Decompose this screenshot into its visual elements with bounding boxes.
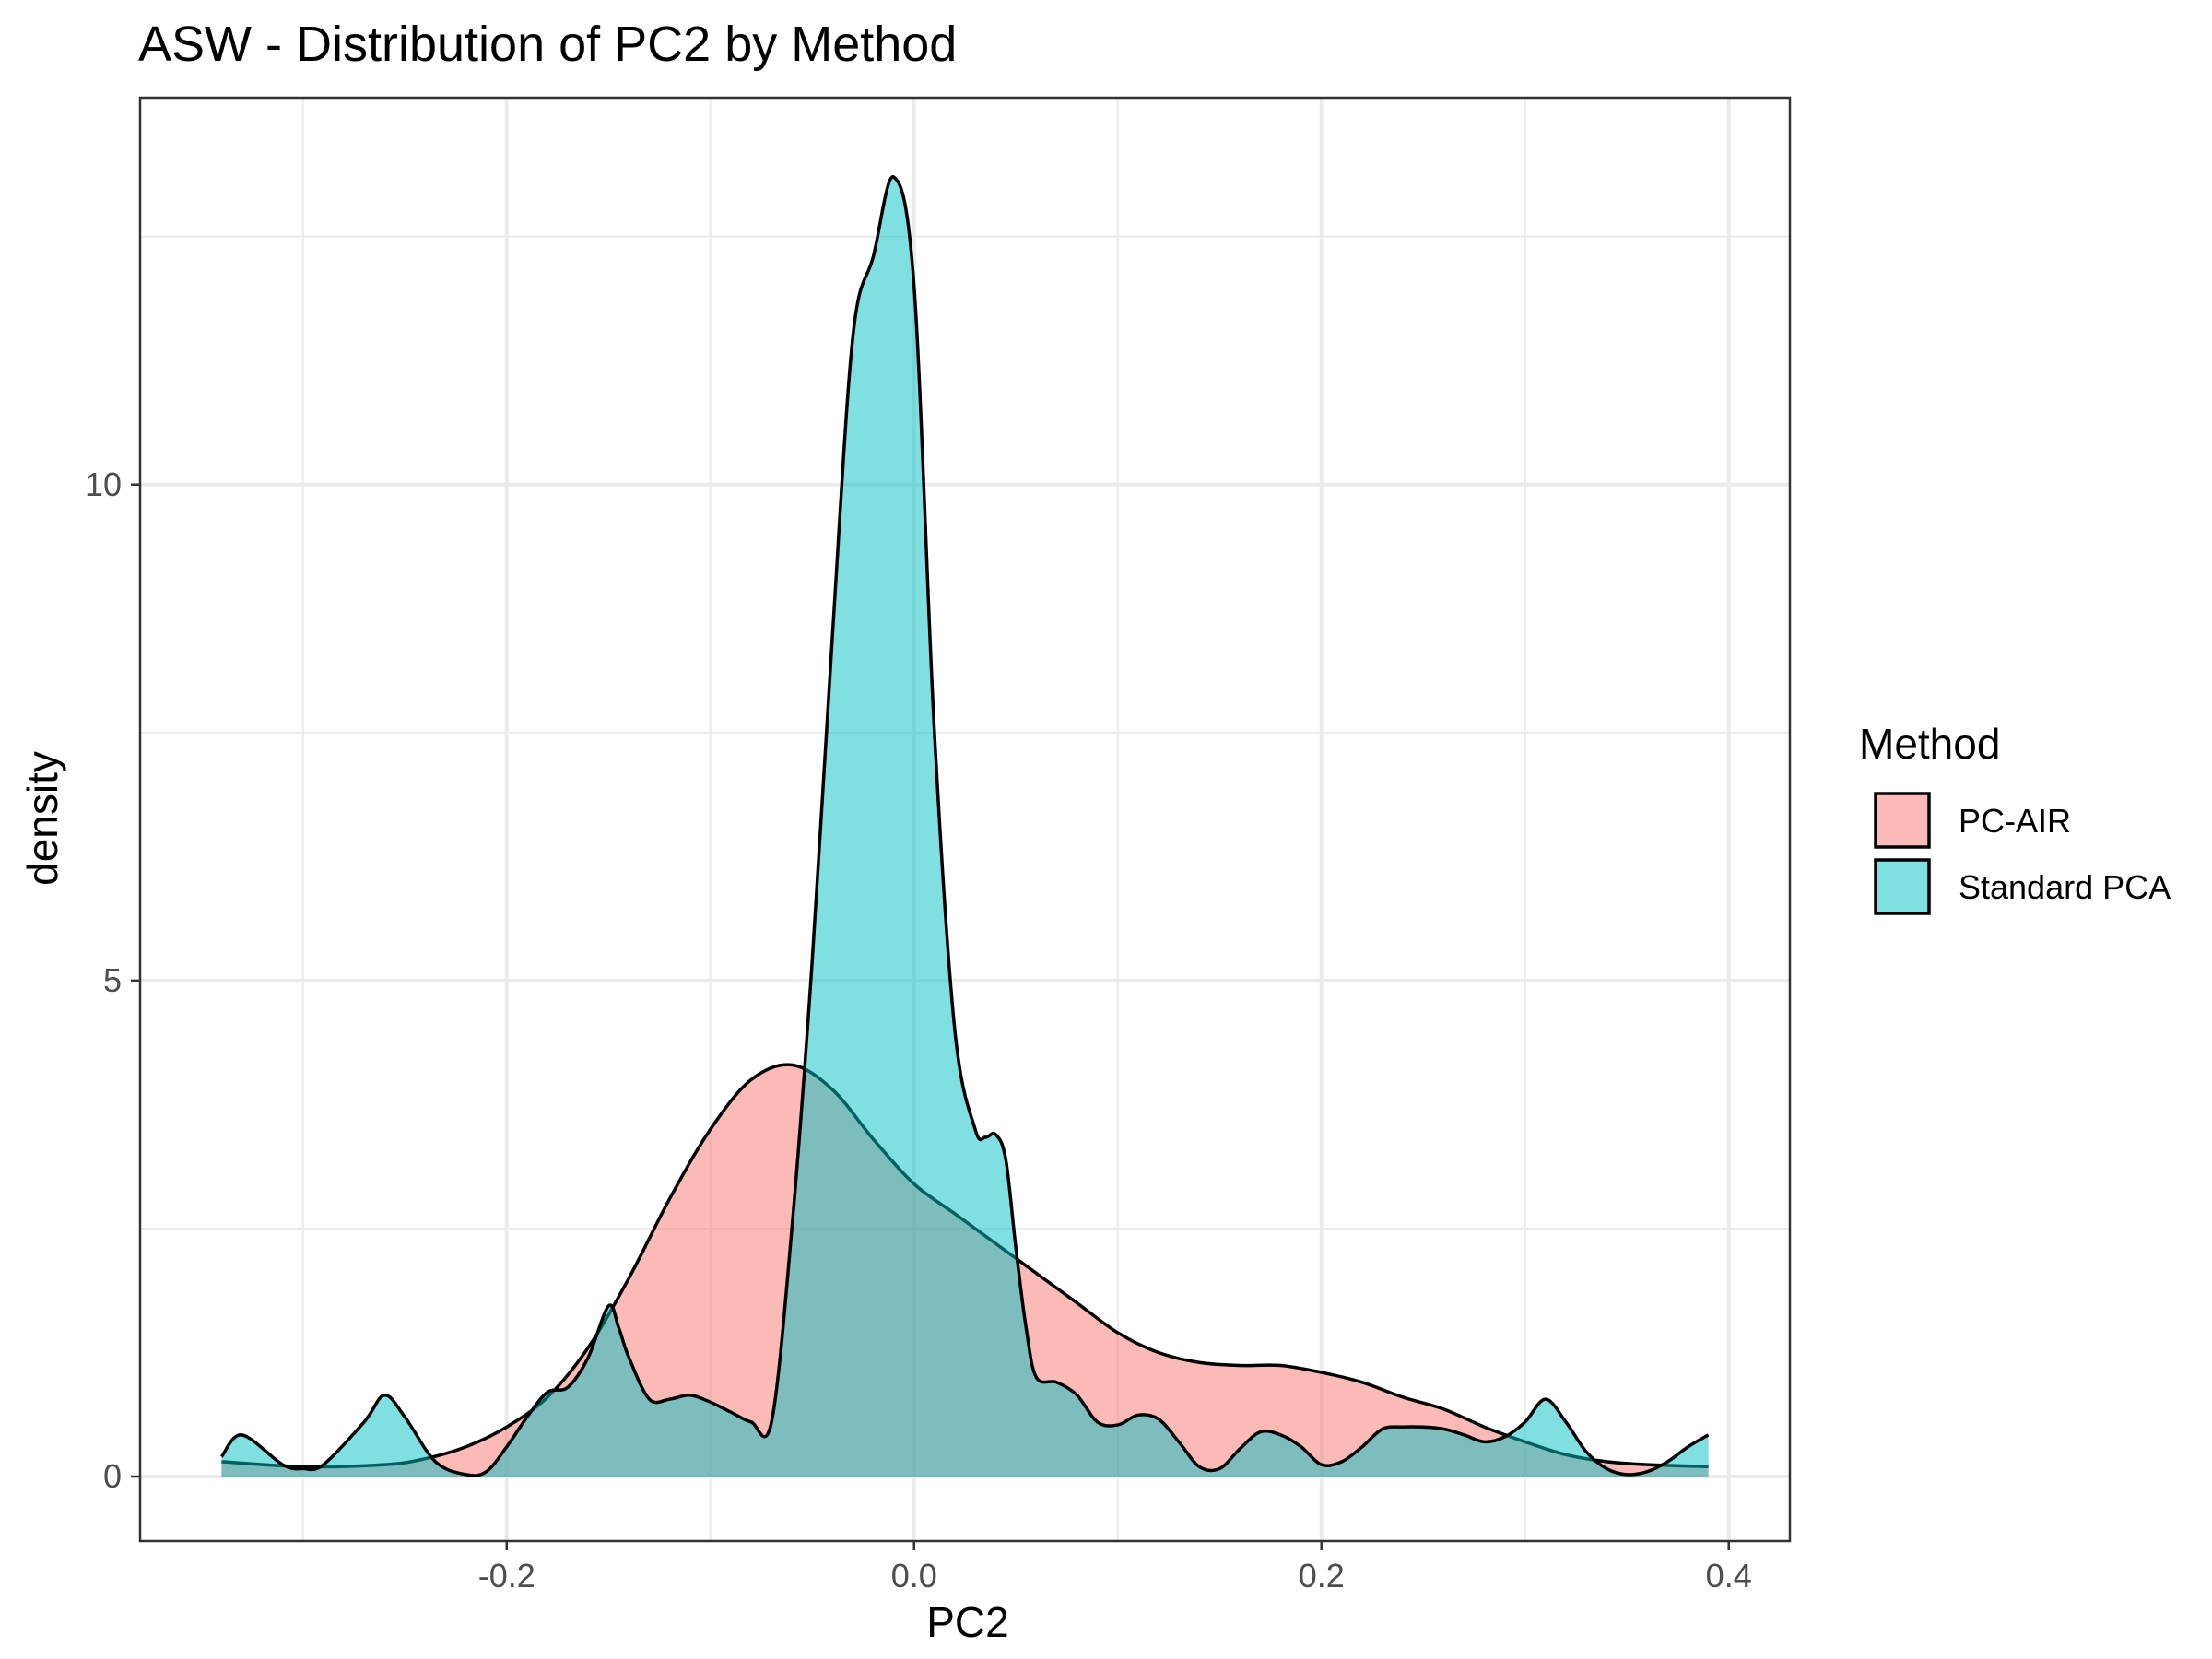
density-area-1 — [221, 176, 1709, 1477]
legend-label: PC-AIR — [1959, 802, 2071, 840]
x-tick-label: -0.2 — [478, 1557, 535, 1594]
legend-key-1 — [1874, 858, 1931, 915]
x-tick-label: 0.4 — [1706, 1557, 1752, 1594]
panel-border — [138, 96, 1792, 1543]
density-line-1 — [219, 175, 1710, 1477]
y-tick-label: 0 — [103, 1457, 122, 1495]
y-tick-label: 10 — [85, 465, 122, 503]
y-tick-label: 5 — [103, 961, 122, 999]
x-axis-title: PC2 — [926, 1598, 1008, 1646]
y-axis-title: density — [18, 751, 66, 886]
plot-panel: -0.2 0.0 0.2 0.4 0 5 10 — [85, 96, 1792, 1594]
legend-key-0 — [1874, 792, 1931, 849]
legend-label: Standard PCA — [1959, 868, 2171, 906]
legend: Method PC-AIR Standard PCA — [1859, 720, 2171, 916]
x-tick-label: 0.0 — [891, 1557, 937, 1594]
chart-title: ASW - Distribution of PC2 by Method — [138, 17, 957, 72]
x-tick-label: 0.2 — [1299, 1557, 1345, 1594]
legend-title: Method — [1859, 720, 2000, 768]
